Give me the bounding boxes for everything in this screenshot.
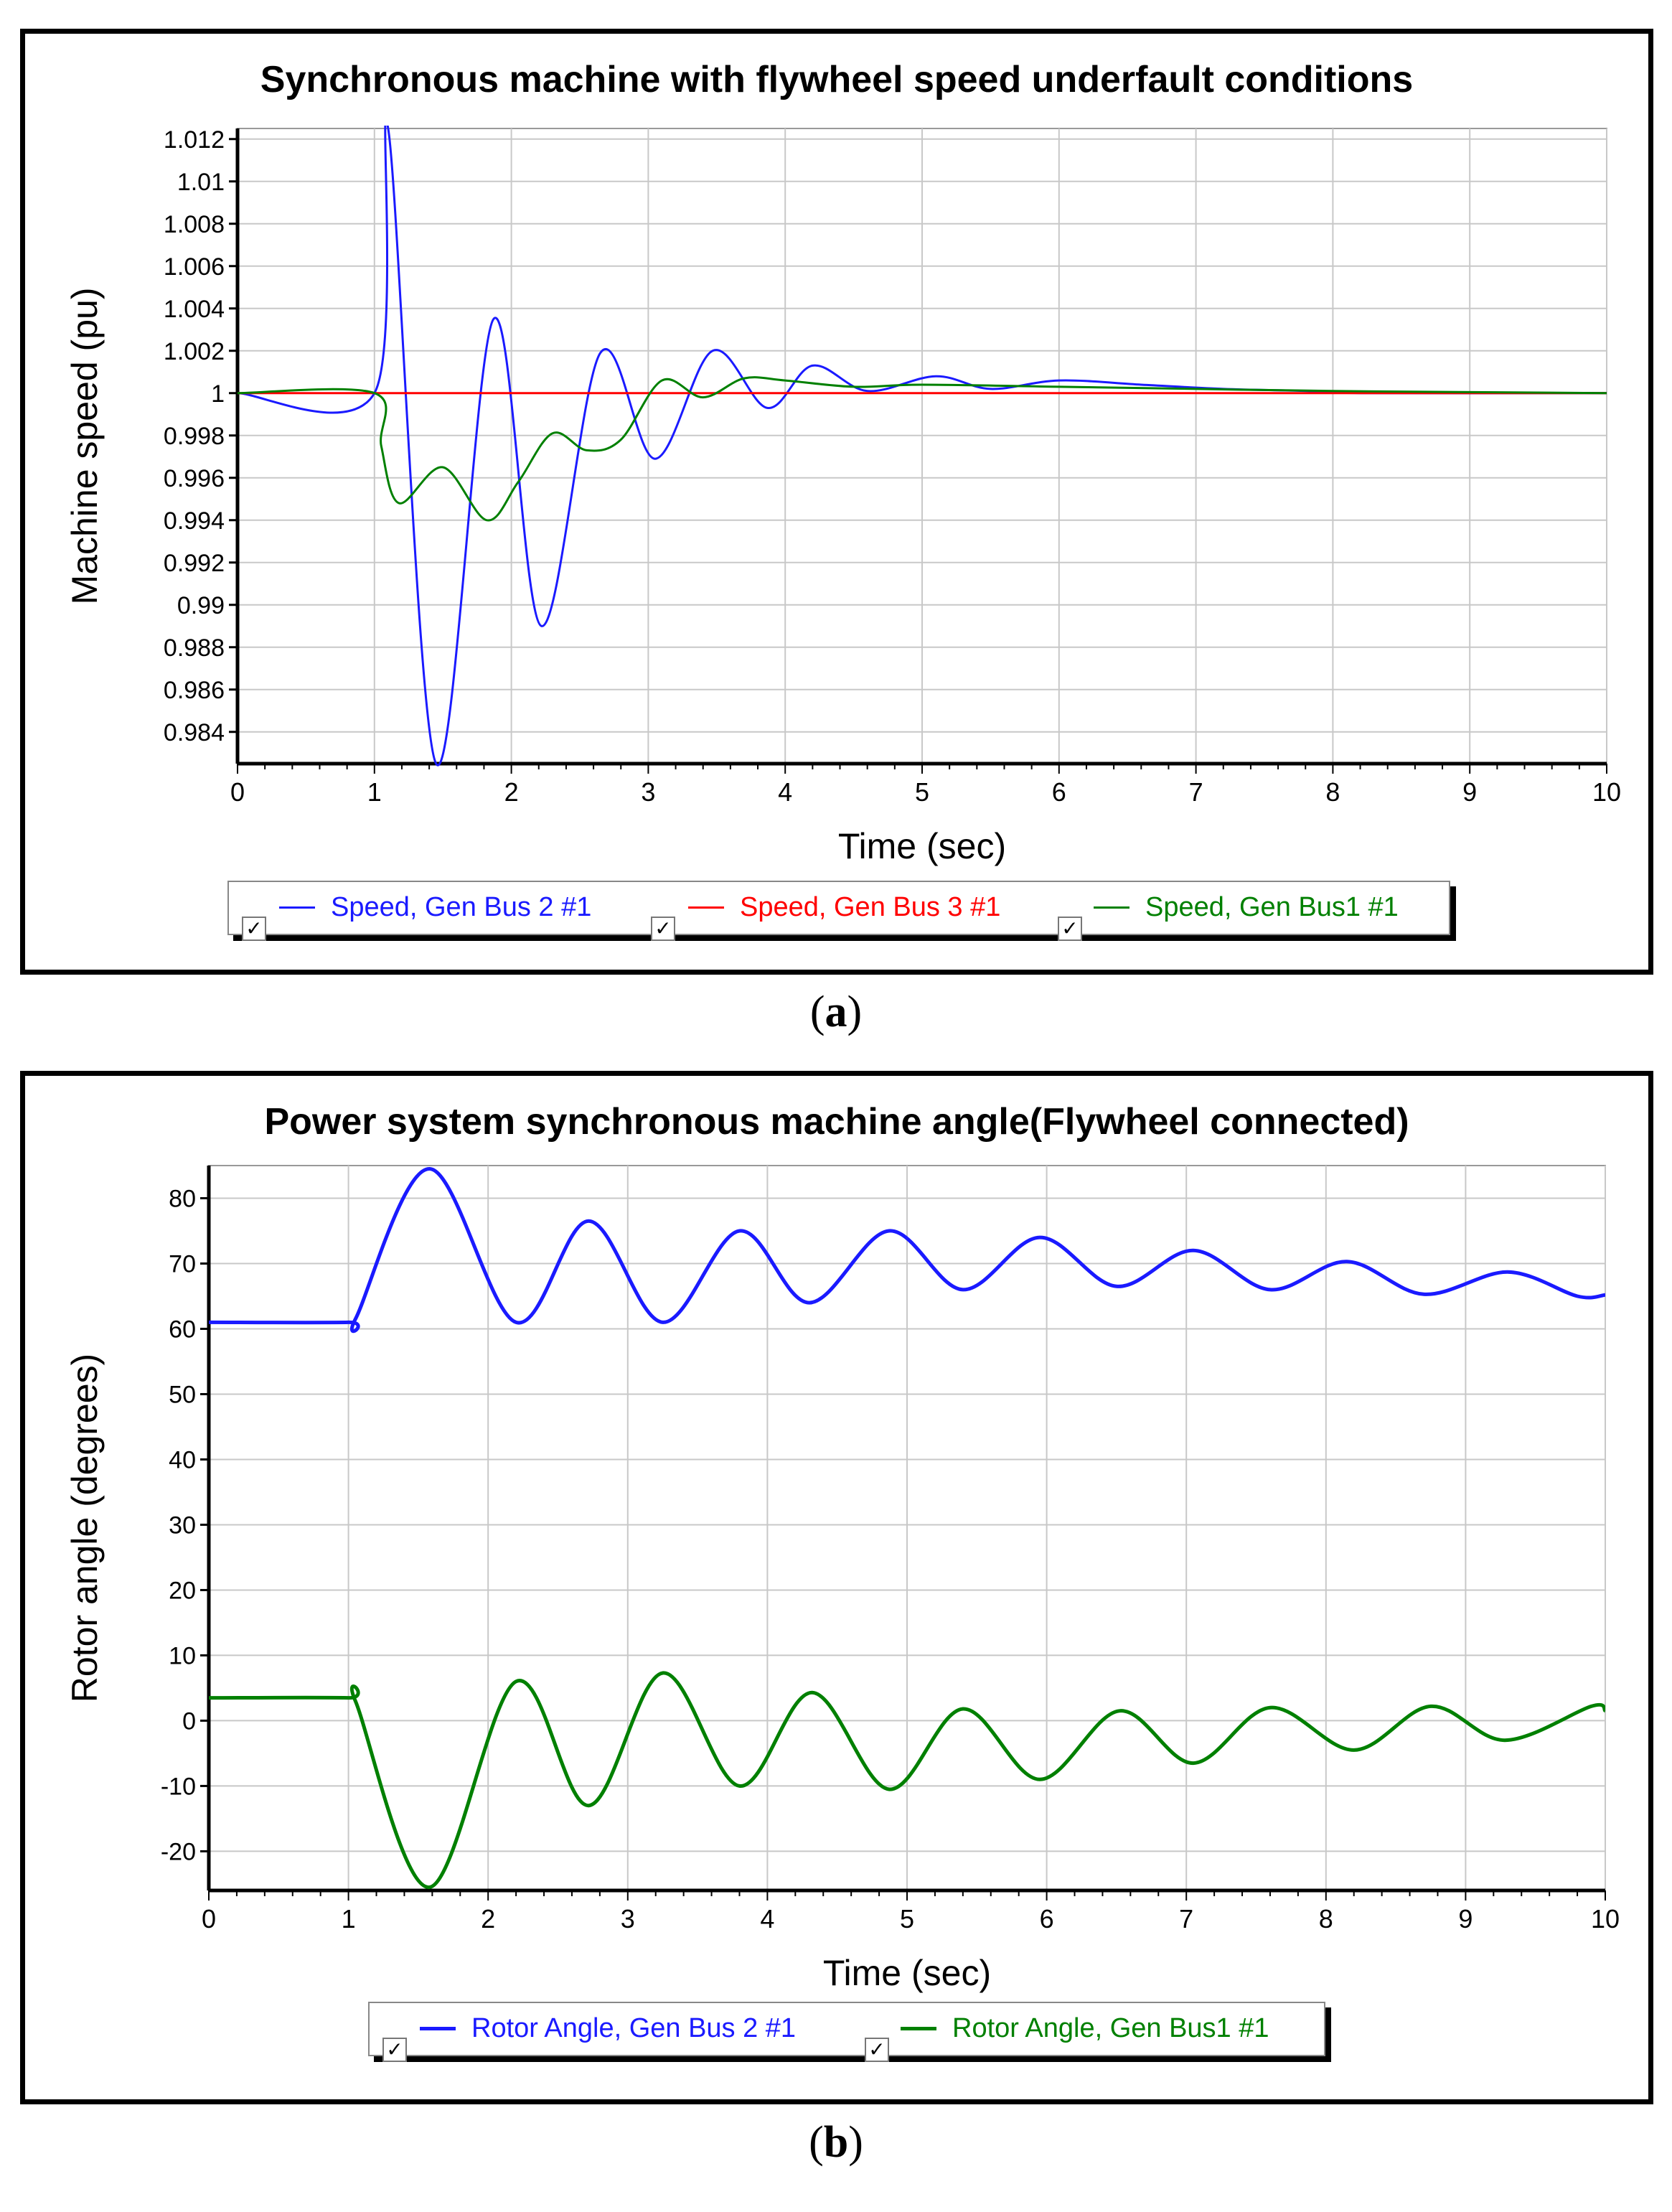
- x-tick-label: 1: [342, 1904, 356, 1934]
- series-group: [238, 126, 1607, 767]
- x-tick-label: 3: [621, 1904, 635, 1934]
- y-tick-label: -20: [161, 1838, 196, 1865]
- chart-panel-a: Synchronous machine with flywheel speed …: [20, 29, 1653, 975]
- legend-checkbox[interactable]: ✓: [242, 917, 266, 941]
- y-tick-label: 1.004: [164, 296, 225, 323]
- caption-a: (a): [809, 988, 863, 1036]
- y-tick-label: 1.008: [164, 211, 225, 238]
- y-tick-label: 80: [169, 1185, 196, 1212]
- legend-checkbox[interactable]: ✓: [865, 2038, 889, 2062]
- legend-item-speed-bus1[interactable]: Speed, Gen Bus1 #1: [1094, 889, 1399, 925]
- legend-b: Rotor Angle, Gen Bus 2 #1 Rotor Angle, G…: [368, 2002, 1325, 2062]
- y-tick-label: 30: [169, 1512, 196, 1539]
- series-line-1: [209, 1166, 1605, 1334]
- series-group: [209, 1166, 1605, 1889]
- chart-panel-b: Power system synchronous machine angle(F…: [20, 1071, 1653, 2104]
- legend-checkbox[interactable]: ✓: [651, 917, 675, 941]
- y-tick-label: 40: [169, 1446, 196, 1473]
- legend-checkbox[interactable]: ✓: [1058, 917, 1082, 941]
- legend-line: [901, 2026, 936, 2030]
- x-tick-label: 8: [1319, 1904, 1333, 1934]
- legend-label: Rotor Angle, Gen Bus1 #1: [952, 2012, 1269, 2043]
- y-tick-label: 0.992: [164, 550, 225, 577]
- x-tick-label: 6: [1040, 1904, 1054, 1934]
- chart-a-svg: 0 1 2 3 4 5 6 7 8 9 10 1.012 1.01 1.008 1.006 1.004 1.00…: [65, 126, 1621, 866]
- y-tick-label: 0.988: [164, 634, 225, 662]
- y-axis-label: Machine speed (pu): [65, 288, 105, 605]
- legend-checkbox[interactable]: ✓: [382, 2038, 407, 2062]
- x-tick-label: 7: [1179, 1904, 1193, 1934]
- legend-label: Speed, Gen Bus1 #1: [1145, 891, 1399, 922]
- caption-b: (b): [809, 2118, 863, 2167]
- y-tick-label: 0.996: [164, 465, 225, 492]
- chart-title-b: Power system synchronous machine angle(F…: [264, 1101, 1409, 1143]
- y-tick-label: 70: [169, 1250, 196, 1278]
- x-tick-label: 0: [230, 777, 245, 807]
- x-tick-label: 4: [760, 1904, 774, 1934]
- x-tick-label: 1: [367, 777, 382, 807]
- x-axis-label: Time (sec): [823, 1953, 991, 1993]
- legend-line: [279, 906, 315, 909]
- legend-line: [1094, 906, 1129, 909]
- y-tick-label: 60: [169, 1316, 196, 1343]
- y-tick-label: 1.01: [177, 169, 225, 196]
- y-tick-label: 0.984: [164, 719, 225, 746]
- legend-item-speed-bus3[interactable]: Speed, Gen Bus 3 #1: [688, 889, 1000, 925]
- chart-b-svg: 0 1 2 3 4 5 6 7 8 9 10 80 70 60 50 40 30 20 10 0 -10 -20 Time …: [65, 1165, 1620, 1993]
- y-tick-label: 1.012: [164, 126, 225, 154]
- series-line-2: [209, 1671, 1605, 1889]
- legend-item-speed-bus2[interactable]: Speed, Gen Bus 2 #1: [279, 889, 591, 925]
- x-tick-label: 8: [1325, 777, 1340, 807]
- x-tick-label: 5: [915, 777, 929, 807]
- x-axis-label: Time (sec): [838, 826, 1006, 866]
- y-tick-label: 1: [211, 380, 225, 408]
- x-tick-label: 10: [1591, 1904, 1620, 1934]
- x-tick-label: 9: [1458, 1904, 1473, 1934]
- y-tick-label: 50: [169, 1381, 196, 1408]
- legend-item-rotor-bus1[interactable]: Rotor Angle, Gen Bus1 #1: [901, 2010, 1269, 2046]
- y-tick-label: 0.99: [177, 592, 225, 619]
- y-tick-label: 1.006: [164, 253, 225, 281]
- legend-line: [688, 906, 724, 909]
- x-tick-label: 9: [1462, 777, 1477, 807]
- y-tick-label: 0: [182, 1707, 196, 1735]
- chart-title-a: Synchronous machine with flywheel speed …: [260, 59, 1414, 100]
- x-tick-label: 2: [481, 1904, 495, 1934]
- x-tick-label: 0: [202, 1904, 216, 1934]
- y-tick-label: 1.002: [164, 338, 225, 365]
- y-axis-label: Rotor angle (degrees): [65, 1354, 105, 1702]
- y-tick-label: 0.998: [164, 423, 225, 450]
- legend-label: Speed, Gen Bus 3 #1: [740, 891, 1001, 922]
- legend-a: Speed, Gen Bus 2 #1 Speed, Gen Bus 3 #1 …: [227, 881, 1450, 941]
- series-line-1: [238, 126, 1607, 767]
- x-tick-label: 10: [1592, 777, 1621, 807]
- legend-item-rotor-bus2[interactable]: Rotor Angle, Gen Bus 2 #1: [420, 2010, 796, 2046]
- x-tick-label: 5: [900, 1904, 914, 1934]
- series-line-3: [238, 376, 1607, 522]
- x-tick-label: 7: [1189, 777, 1203, 807]
- x-tick-label: 6: [1052, 777, 1066, 807]
- y-tick-label: 0.994: [164, 507, 225, 535]
- x-tick-label: 4: [778, 777, 792, 807]
- y-tick-label: 10: [169, 1642, 196, 1669]
- y-tick-label: 20: [169, 1577, 196, 1604]
- legend-label: Speed, Gen Bus 2 #1: [331, 891, 592, 922]
- x-tick-label: 2: [504, 777, 519, 807]
- legend-label: Rotor Angle, Gen Bus 2 #1: [471, 2012, 797, 2043]
- y-tick-label: -10: [161, 1773, 196, 1800]
- y-tick-label: 0.986: [164, 677, 225, 704]
- legend-line: [420, 2026, 456, 2030]
- x-tick-label: 3: [641, 777, 655, 807]
